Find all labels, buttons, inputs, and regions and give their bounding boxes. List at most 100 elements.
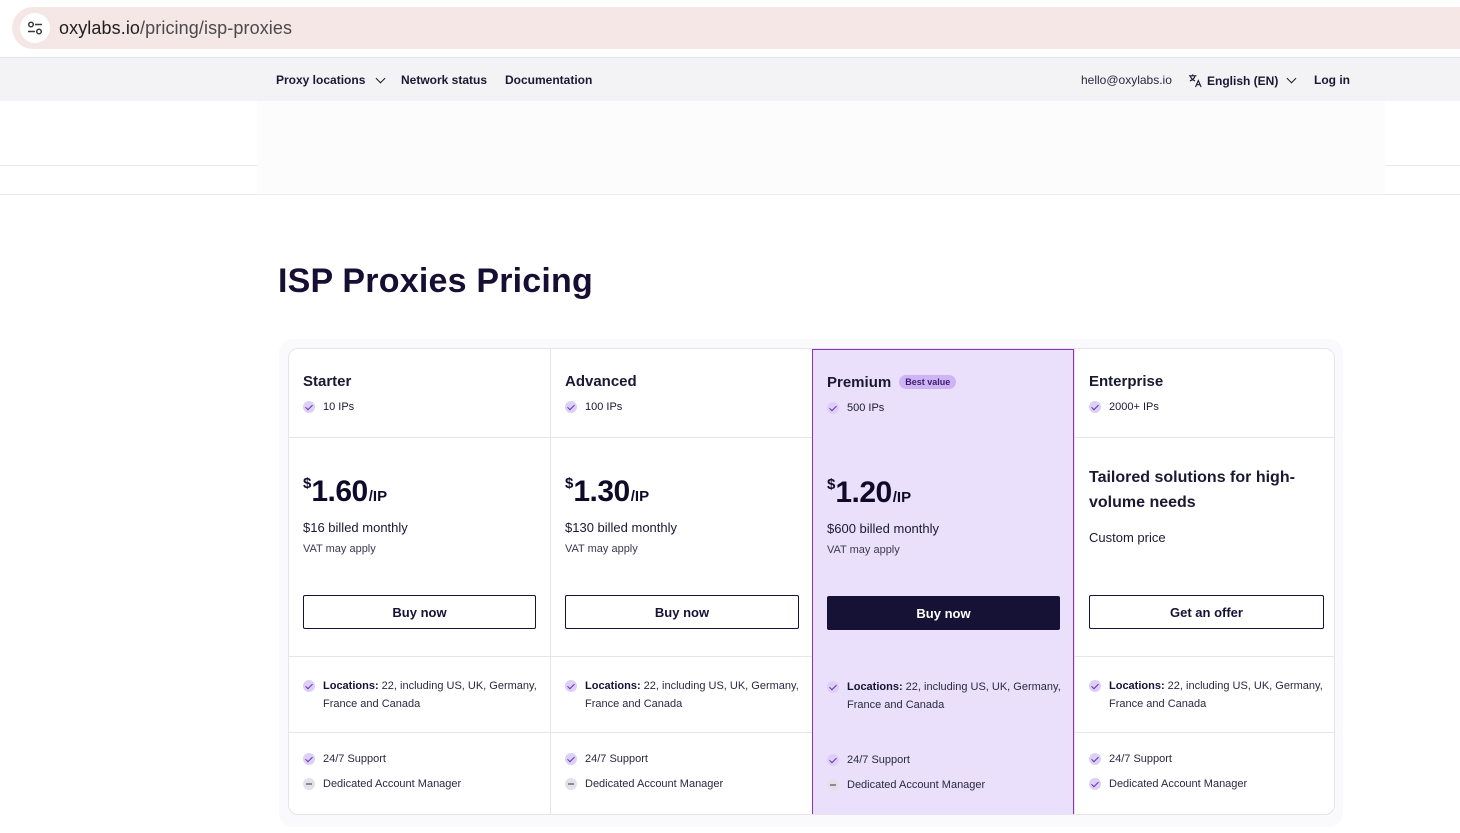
- nav-documentation-label: Documentation: [505, 73, 593, 87]
- buy-now-button[interactable]: Buy now: [565, 595, 799, 629]
- row-divider: [289, 437, 1334, 438]
- check-circle-icon: [565, 680, 577, 692]
- dash-circle-icon: [303, 778, 315, 790]
- plan-ips-label: 100 IPs: [585, 401, 623, 413]
- check-circle-icon: [303, 753, 315, 765]
- site-settings-icon[interactable]: [20, 13, 50, 43]
- plan-ips-label: 500 IPs: [847, 402, 885, 414]
- plan-price: $1.30/IP: [565, 475, 649, 509]
- billed-monthly: $130 billed monthly: [565, 520, 678, 535]
- price-amount: 1.20: [835, 476, 892, 509]
- plan-ips: 10 IPs: [303, 401, 354, 413]
- plan-price: $1.20/IP: [827, 476, 911, 510]
- nav-network-status[interactable]: Network status: [401, 73, 487, 87]
- plan-name: Premium Best value: [827, 374, 957, 391]
- locations-feature: Locations: 22, including US, UK, Germany…: [303, 677, 543, 713]
- account-manager-feature: Dedicated Account Manager: [1089, 778, 1247, 790]
- support-label: 24/7 Support: [585, 753, 648, 765]
- login-link[interactable]: Log in: [1314, 73, 1350, 87]
- nav-documentation[interactable]: Documentation: [505, 73, 592, 87]
- check-circle-icon: [827, 402, 839, 414]
- account-manager-feature: Dedicated Account Manager: [565, 778, 723, 790]
- plan-ips: 2000+ IPs: [1089, 401, 1159, 413]
- language-selector[interactable]: English (EN): [1188, 73, 1297, 88]
- support-feature: 24/7 Support: [303, 753, 386, 765]
- locations-label: Locations:: [323, 680, 379, 692]
- best-value-badge: Best value: [899, 375, 957, 389]
- price-currency: $: [565, 475, 574, 492]
- plan-ips: 100 IPs: [565, 401, 622, 413]
- nav-email-link[interactable]: hello@oxylabs.io: [1081, 73, 1172, 87]
- chevron-down-icon: [1286, 73, 1297, 84]
- plan-ips-label: 2000+ IPs: [1109, 401, 1159, 413]
- dash-circle-icon: [565, 778, 577, 790]
- url-pill[interactable]: oxylabs.io/pricing/isp-proxies: [12, 7, 1460, 49]
- support-label: 24/7 Support: [1109, 753, 1172, 765]
- billed-monthly: $16 billed monthly: [303, 520, 408, 535]
- support-feature: 24/7 Support: [1089, 753, 1172, 765]
- check-circle-icon: [303, 680, 315, 692]
- price-currency: $: [303, 475, 312, 492]
- check-circle-icon: [565, 753, 577, 765]
- plan-name: Enterprise: [1089, 373, 1164, 390]
- plan-card-starter: Starter 10 IPs $1.60/IP $16 billed month…: [289, 349, 550, 814]
- plan-price: $1.60/IP: [303, 475, 387, 509]
- locations-label: Locations:: [1109, 680, 1165, 692]
- check-circle-icon: [827, 754, 839, 766]
- vat-note: VAT may apply: [565, 543, 638, 555]
- account-manager-label: Dedicated Account Manager: [323, 778, 462, 790]
- pricing-table: Starter 10 IPs $1.60/IP $16 billed month…: [288, 348, 1335, 815]
- locations-text: 22, including US, UK, Germany, France an…: [585, 680, 799, 710]
- account-manager-label: Dedicated Account Manager: [847, 779, 986, 791]
- plan-card-advanced: Advanced 100 IPs $1.30/IP $130 billed mo…: [550, 349, 812, 814]
- price-amount: 1.60: [311, 475, 368, 508]
- nav-network-status-label: Network status: [401, 73, 488, 87]
- locations-label: Locations:: [847, 681, 903, 693]
- language-label: English (EN): [1207, 73, 1279, 88]
- login-label: Log in: [1314, 73, 1350, 87]
- check-circle-icon: [565, 401, 577, 413]
- support-label: 24/7 Support: [323, 753, 386, 765]
- locations-feature: Locations: 22, including US, UK, Germany…: [1089, 677, 1329, 713]
- locations-text: 22, including US, UK, Germany, France an…: [847, 681, 1061, 711]
- nav-proxy-locations-label: Proxy locations: [276, 73, 366, 87]
- locations-feature: Locations: 22, including US, UK, Germany…: [827, 678, 1067, 714]
- vat-note: VAT may apply: [827, 544, 900, 556]
- price-unit: /IP: [892, 489, 912, 506]
- enterprise-headline: Tailored solutions for high-volume needs: [1089, 469, 1295, 511]
- page-title: ISP Proxies Pricing: [278, 262, 593, 300]
- price-amount: 1.30: [573, 475, 630, 508]
- top-nav: Proxy locations Network status Documenta…: [0, 57, 1460, 101]
- buy-now-button[interactable]: Buy now: [303, 595, 536, 629]
- row-divider: [289, 732, 1334, 733]
- url-domain: oxylabs.io: [59, 18, 141, 38]
- account-manager-feature: Dedicated Account Manager: [303, 778, 461, 790]
- check-circle-icon: [1089, 401, 1101, 413]
- check-circle-icon: [827, 681, 839, 693]
- support-feature: 24/7 Support: [827, 754, 910, 766]
- custom-price: Custom price: [1089, 530, 1166, 545]
- support-label: 24/7 Support: [847, 754, 910, 766]
- row-divider: [289, 656, 1334, 657]
- vat-note: VAT may apply: [303, 543, 376, 555]
- url-path: /pricing/isp-proxies: [140, 18, 293, 38]
- price-unit: /IP: [368, 488, 388, 505]
- dash-circle-icon: [827, 779, 839, 791]
- locations-text: 22, including US, UK, Germany, France an…: [1109, 680, 1323, 710]
- account-manager-label: Dedicated Account Manager: [585, 778, 724, 790]
- price-unit: /IP: [630, 488, 650, 505]
- plan-name-label: Premium: [827, 374, 892, 391]
- browser-address-bar: oxylabs.io/pricing/isp-proxies: [0, 0, 1460, 57]
- nav-email-label: hello@oxylabs.io: [1081, 73, 1172, 87]
- url-text[interactable]: oxylabs.io/pricing/isp-proxies: [59, 18, 292, 39]
- buy-now-button[interactable]: Buy now: [827, 596, 1060, 630]
- billed-monthly: $600 billed monthly: [827, 521, 940, 536]
- nav-proxy-locations[interactable]: Proxy locations: [276, 73, 386, 87]
- translate-icon: [1188, 74, 1202, 88]
- plan-ips: 500 IPs: [827, 402, 884, 414]
- account-manager-feature: Dedicated Account Manager: [827, 779, 985, 791]
- get-an-offer-button[interactable]: Get an offer: [1089, 595, 1324, 629]
- locations-feature: Locations: 22, including US, UK, Germany…: [565, 677, 805, 713]
- chevron-down-icon: [375, 73, 386, 83]
- plan-card-enterprise: Enterprise 2000+ IPs Tailored solutions …: [1074, 349, 1334, 814]
